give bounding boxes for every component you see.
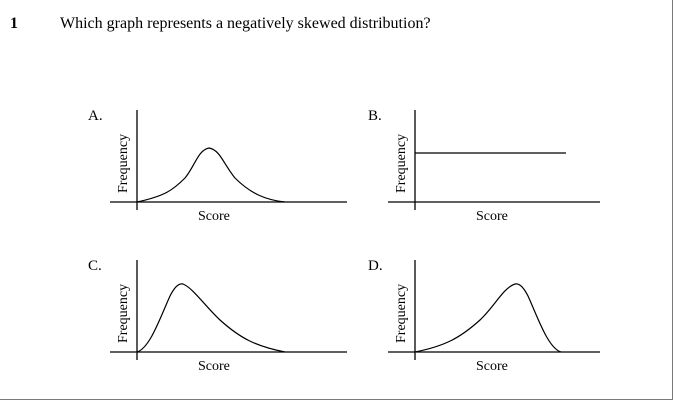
option-b-graph: Frequency Score xyxy=(388,110,600,224)
option-d-graph: Frequency Score xyxy=(388,260,600,374)
distribution-curve xyxy=(136,283,286,353)
x-axis-label: Score xyxy=(198,359,230,374)
option-c-letter: C. xyxy=(88,258,102,274)
option-c-graph: Frequency Score xyxy=(110,260,347,374)
x-axis-label: Score xyxy=(476,359,508,374)
y-axis-label: Frequency xyxy=(394,284,409,343)
y-axis-label: Frequency xyxy=(394,134,409,193)
y-axis-label: Frequency xyxy=(116,134,131,193)
x-axis-label: Score xyxy=(198,209,230,224)
option-a-letter: A. xyxy=(88,108,103,124)
y-axis-label: Frequency xyxy=(116,284,131,343)
question-text: Which graph represents a negatively skew… xyxy=(60,15,431,32)
option-b-letter: B. xyxy=(368,108,382,124)
option-d-letter: D. xyxy=(368,258,383,274)
x-axis-label: Score xyxy=(476,209,508,224)
question-number: 1 xyxy=(10,15,18,32)
distribution-curve xyxy=(136,147,286,203)
option-a-graph: Frequency Score xyxy=(110,110,347,224)
distribution-curve xyxy=(414,283,562,353)
